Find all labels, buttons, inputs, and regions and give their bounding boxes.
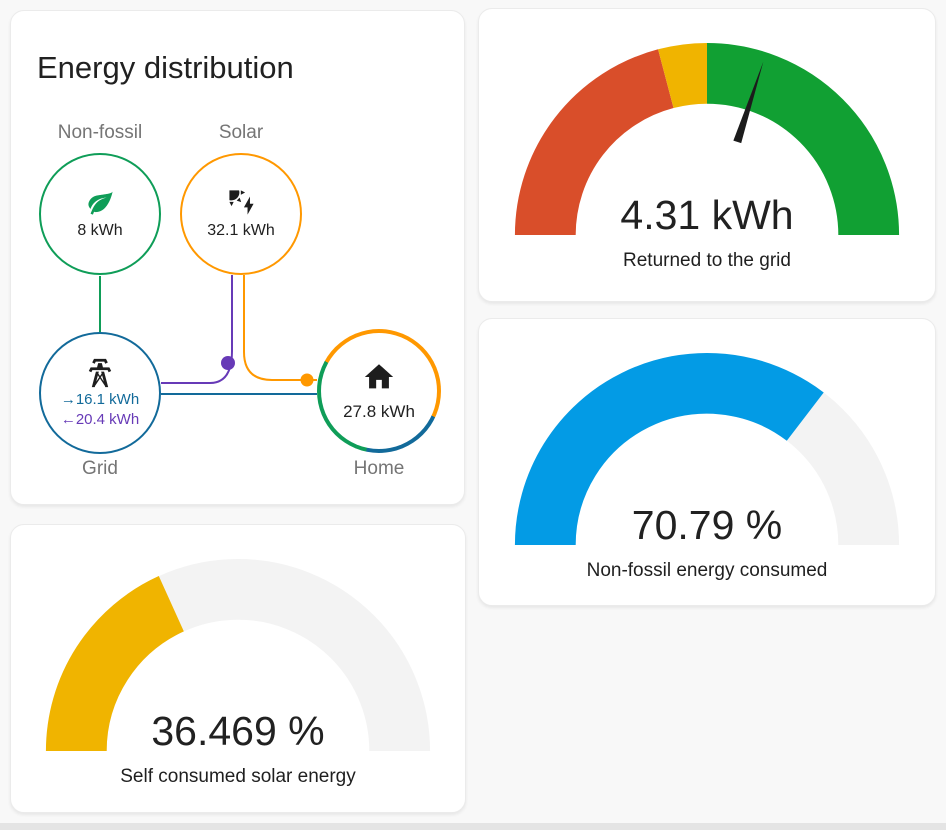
non-fossil-value: 8 kWh <box>77 221 123 239</box>
solar-label: Solar <box>218 122 264 143</box>
leaf-icon <box>86 188 115 217</box>
solar-node[interactable]: 32.1 kWh <box>180 153 302 275</box>
home-label: Home <box>353 458 405 479</box>
gauge-card-self-consumed-solar[interactable]: 36.469 % Self consumed solar energy <box>10 524 466 813</box>
card-title: Energy distribution <box>37 50 294 85</box>
gauge-card-non-fossil-consumed[interactable]: 70.79 % Non-fossil energy consumed <box>478 318 936 606</box>
gauge-arc-self-consumed <box>45 558 431 752</box>
gauge-title: Non-fossil energy consumed <box>586 560 828 581</box>
flow-line-solar-to-grid <box>161 275 233 384</box>
solar-power-icon <box>227 188 256 217</box>
flow-line-solar-to-home <box>243 275 317 381</box>
grid-node[interactable]: →16.1 kWh ←20.4 kWh <box>39 332 161 454</box>
home-node[interactable]: 27.8 kWh <box>317 329 441 453</box>
home-node-inner: 27.8 kWh <box>321 333 437 449</box>
arrow-right-icon: → <box>60 391 76 408</box>
non-fossil-node[interactable]: 8 kWh <box>39 153 161 275</box>
gauge-arc-returned-to-grid <box>514 42 900 236</box>
non-fossil-label: Non-fossil <box>57 122 143 143</box>
home-icon <box>362 360 396 399</box>
next-row-edge <box>0 823 946 830</box>
grid-import-line: →16.1 kWh <box>61 390 139 410</box>
gauge-value: 36.469 % <box>151 708 325 754</box>
flow-dot-return <box>221 356 235 370</box>
gauge-value: 4.31 kWh <box>620 192 794 238</box>
gauge-arc-non-fossil <box>514 352 900 546</box>
transmission-tower-icon <box>83 356 117 390</box>
grid-label: Grid <box>82 458 118 479</box>
gauge-title: Returned to the grid <box>623 250 791 271</box>
gauge-value: 70.79 % <box>631 502 783 548</box>
grid-export-line: ←20.4 kWh <box>61 410 139 430</box>
grid-import-value: 16.1 kWh <box>75 391 140 408</box>
energy-distribution-card: Energy distribution Non-fossil Solar 8 k… <box>10 10 465 505</box>
energy-flow-lines <box>99 275 317 395</box>
solar-value: 32.1 kWh <box>207 221 275 239</box>
home-value: 27.8 kWh <box>343 401 415 421</box>
grid-export-value: 20.4 kWh <box>75 411 140 428</box>
arrow-left-icon: ← <box>60 411 76 428</box>
gauge-title: Self consumed solar energy <box>120 766 356 787</box>
flow-dot-solar <box>300 373 314 387</box>
gauge-card-returned-to-grid[interactable]: 4.31 kWh Returned to the grid <box>478 8 936 302</box>
